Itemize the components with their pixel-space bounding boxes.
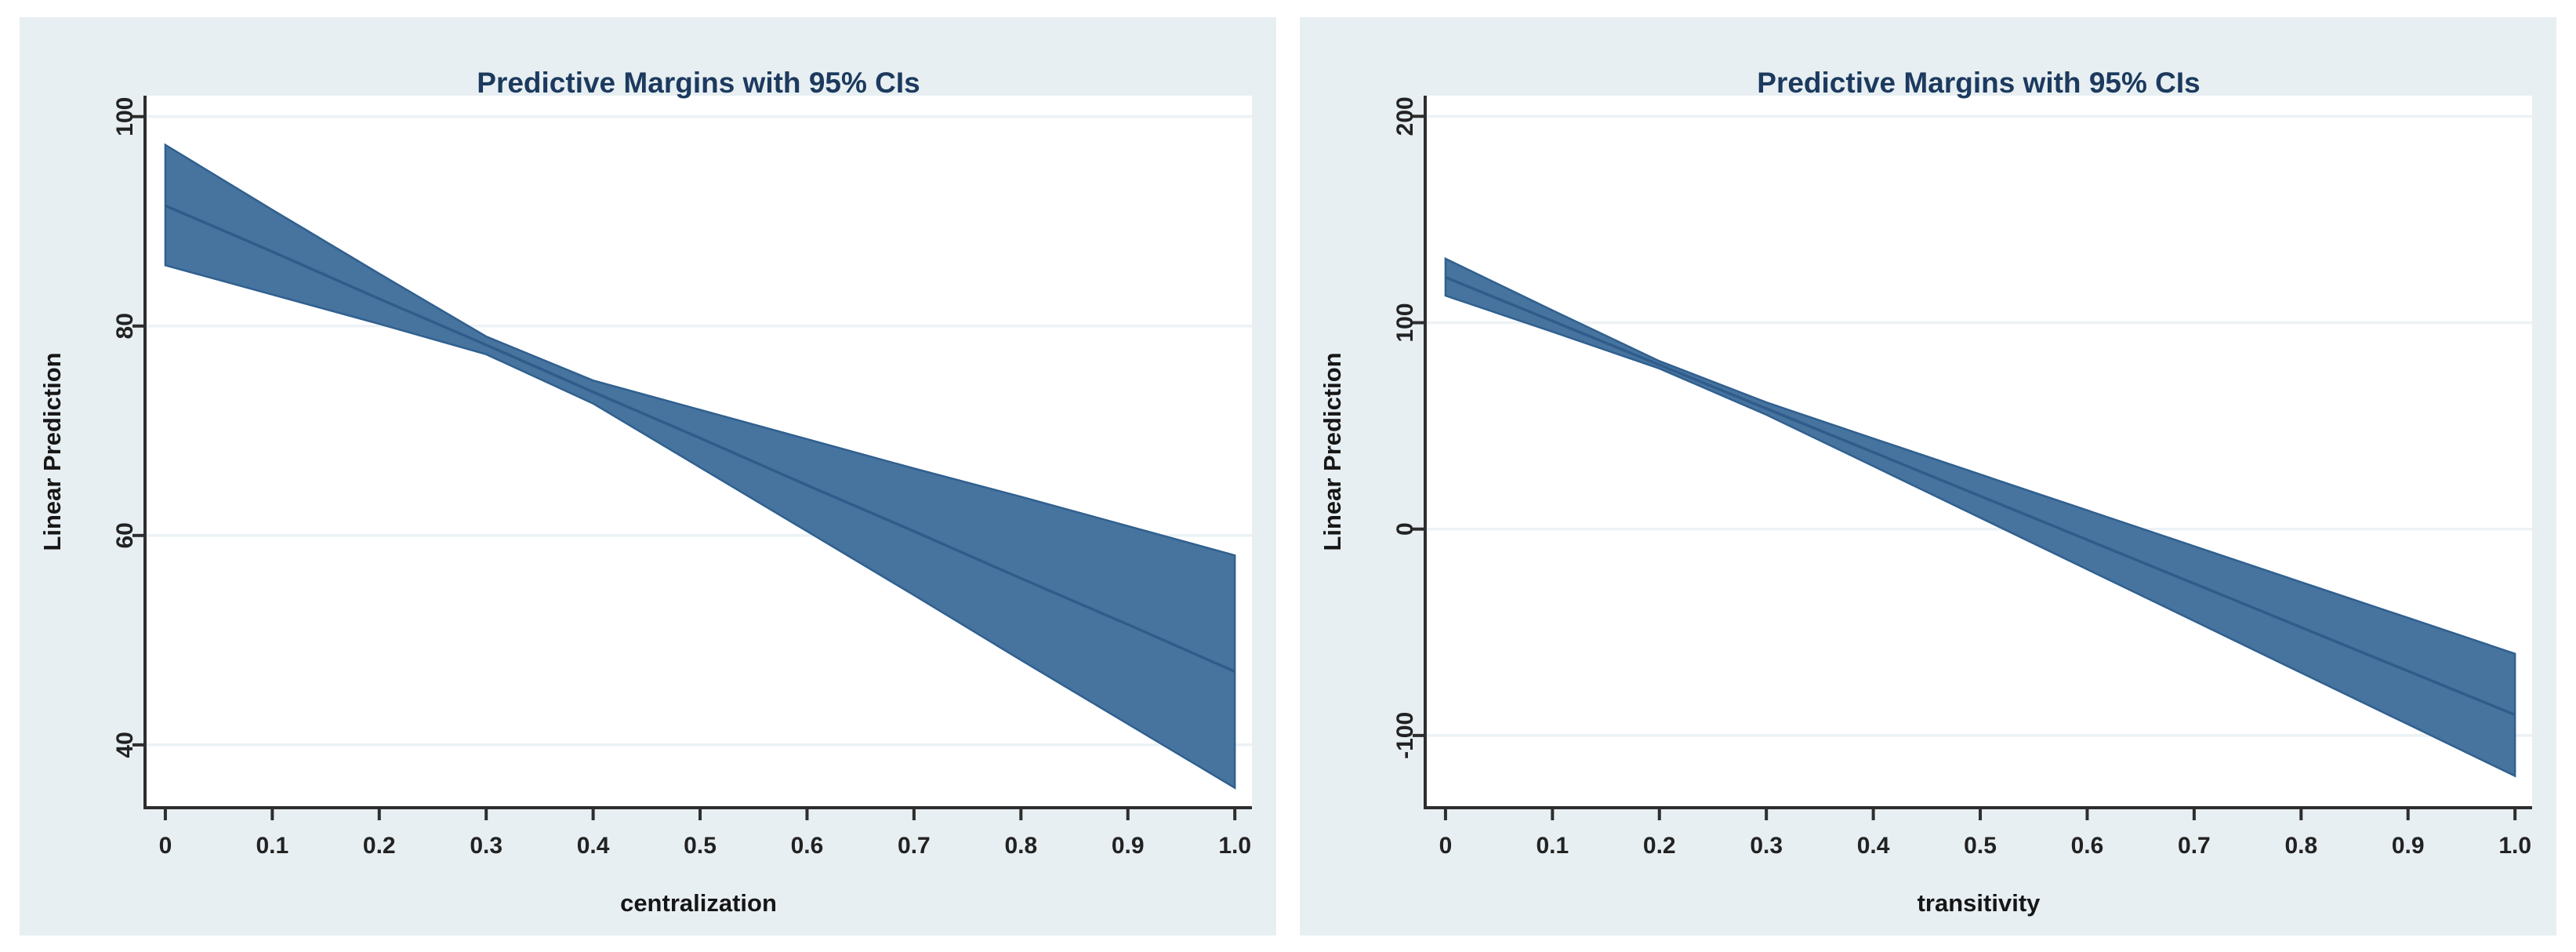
y-axis-title: Linear Prediction xyxy=(1319,352,1346,550)
x-tick-label: 1.0 xyxy=(2498,833,2531,859)
y-tick-label: 40 xyxy=(112,732,138,758)
prediction-line xyxy=(1445,275,2516,717)
x-tick-label: 0 xyxy=(1439,833,1453,859)
x-tick-label: 0.4 xyxy=(577,833,610,859)
x-tick-label: 0 xyxy=(159,833,172,859)
chart-svg-transitivity: -100 0 100 200 0 0.1 0.2 0.3 0.4 0.5 0.6 0.7 0.8 0.9 1… xyxy=(1319,67,2532,917)
y-tick-label: 80 xyxy=(112,313,138,339)
x-tick-label: 0.9 xyxy=(1112,833,1145,859)
y-axis-title: Linear Prediction xyxy=(38,352,66,550)
x-tick-label: 0.1 xyxy=(1536,833,1569,859)
y-tick-label: 0 xyxy=(1392,522,1418,536)
x-tick-label: 0.7 xyxy=(898,833,931,859)
y-tick-label: 60 xyxy=(112,522,138,548)
x-tick-label: 1.0 xyxy=(1218,833,1251,859)
x-tick-label: 0.5 xyxy=(684,833,717,859)
prediction-line xyxy=(165,204,1235,674)
plot-group: -100 0 100 200 0 0.1 0.2 0.3 0.4 0.5 0.6 0.7 0.8 0.9 1… xyxy=(1392,96,2532,859)
chart-card-centralization: 40 60 80 100 0 0.1 0.2 0.3 0.4 0.5 0.6 0.7 0.8 0.9 1.0… xyxy=(20,17,1276,936)
y-tick-label: 200 xyxy=(1392,96,1418,136)
x-axis-title: centralization xyxy=(620,889,777,917)
plot-group: 40 60 80 100 0 0.1 0.2 0.3 0.4 0.5 0.6 0.7 0.8 0.9 1.0 xyxy=(112,96,1252,859)
x-tick-label: 0.6 xyxy=(791,833,824,859)
axes xyxy=(143,96,1252,809)
y-tick-label: 100 xyxy=(1392,303,1418,342)
x-tick-label: 0.3 xyxy=(1750,833,1783,859)
axes xyxy=(1424,96,2532,809)
x-tick-label: 0.8 xyxy=(2284,833,2317,859)
y-tick-label: 100 xyxy=(112,97,138,136)
x-tick-label: 0.7 xyxy=(2178,833,2211,859)
chart-card-transitivity: -100 0 100 200 0 0.1 0.2 0.3 0.4 0.5 0.6 0.7 0.8 0.9 1… xyxy=(1300,17,2556,936)
x-tick-label: 0.1 xyxy=(256,833,288,859)
x-tick-label: 0.4 xyxy=(1857,833,1890,859)
chart-title: Predictive Margins with 95% CIs xyxy=(1757,67,2200,99)
y-tick-label: -100 xyxy=(1392,712,1418,759)
x-tick-label: 0.9 xyxy=(2392,833,2425,859)
chart-svg-centralization: 40 60 80 100 0 0.1 0.2 0.3 0.4 0.5 0.6 0.7 0.8 0.9 1.0… xyxy=(38,67,1252,917)
x-tick-label: 0.3 xyxy=(470,833,503,859)
ci-band xyxy=(164,143,1236,790)
x-tick-label: 0.2 xyxy=(363,833,396,859)
x-tick-label: 0.8 xyxy=(1004,833,1037,859)
x-tick-label: 0.2 xyxy=(1643,833,1676,859)
x-tick-label: 0.5 xyxy=(1964,833,1997,859)
x-tick-label: 0.6 xyxy=(2071,833,2104,859)
x-axis-title: transitivity xyxy=(1917,889,2041,917)
chart-title: Predictive Margins with 95% CIs xyxy=(477,67,920,99)
